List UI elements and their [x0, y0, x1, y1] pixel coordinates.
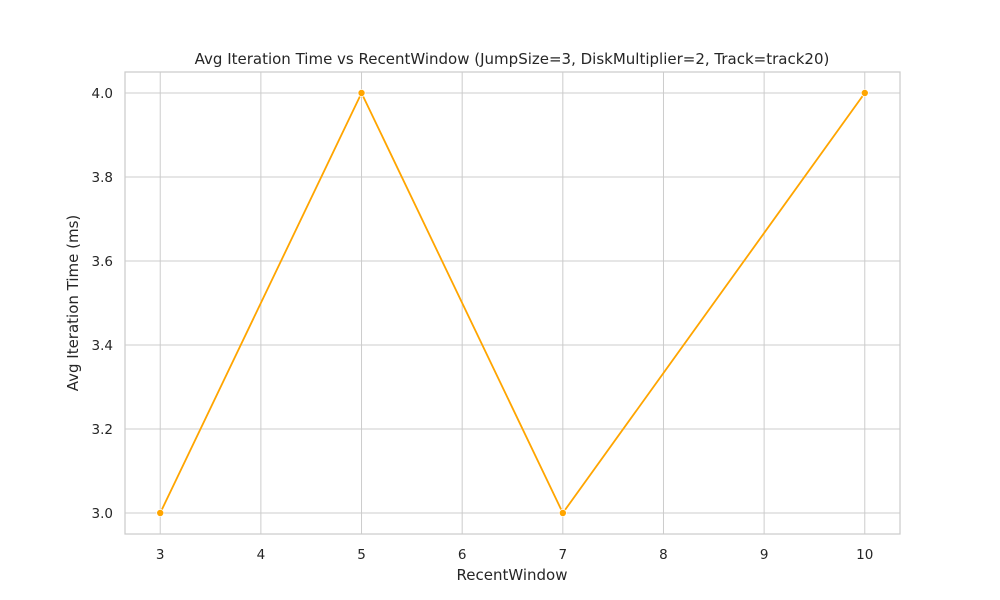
plot-frame: [124, 71, 901, 535]
data-point: [156, 508, 165, 517]
y-tick-label: 3.2: [92, 422, 113, 438]
y-tick-label: 3.8: [92, 170, 113, 186]
chart-title: Avg Iteration Time vs RecentWindow (Jump…: [195, 50, 830, 68]
series-line: [159, 92, 866, 514]
x-tick-label: 9: [760, 547, 769, 563]
x-tick-label: 3: [156, 547, 165, 563]
y-tick-label: 3.6: [92, 254, 113, 270]
data-point: [357, 89, 366, 98]
x-axis-label: RecentWindow: [457, 566, 568, 584]
x-tick-label: 8: [659, 547, 668, 563]
grid-lines: [125, 72, 900, 534]
x-tick-label: 5: [357, 547, 366, 563]
y-tick-label: 3.4: [92, 338, 113, 354]
y-tick-label: 4.0: [92, 86, 113, 102]
y-axis-label: Avg Iteration Time (ms): [64, 215, 82, 392]
data-point: [860, 89, 869, 98]
x-tick-label: 7: [559, 547, 568, 563]
y-tick-label: 3.0: [92, 506, 113, 522]
data-point: [558, 508, 567, 517]
x-tick-label: 6: [458, 547, 467, 563]
x-tick-label: 4: [257, 547, 266, 563]
series-layer: [156, 89, 869, 517]
x-tick-label: 10: [856, 547, 873, 563]
tick-labels: 3 4 5 6 7 8 9 10 3.0 3.2 3.4 3.6 3.8 4.0: [92, 86, 874, 563]
